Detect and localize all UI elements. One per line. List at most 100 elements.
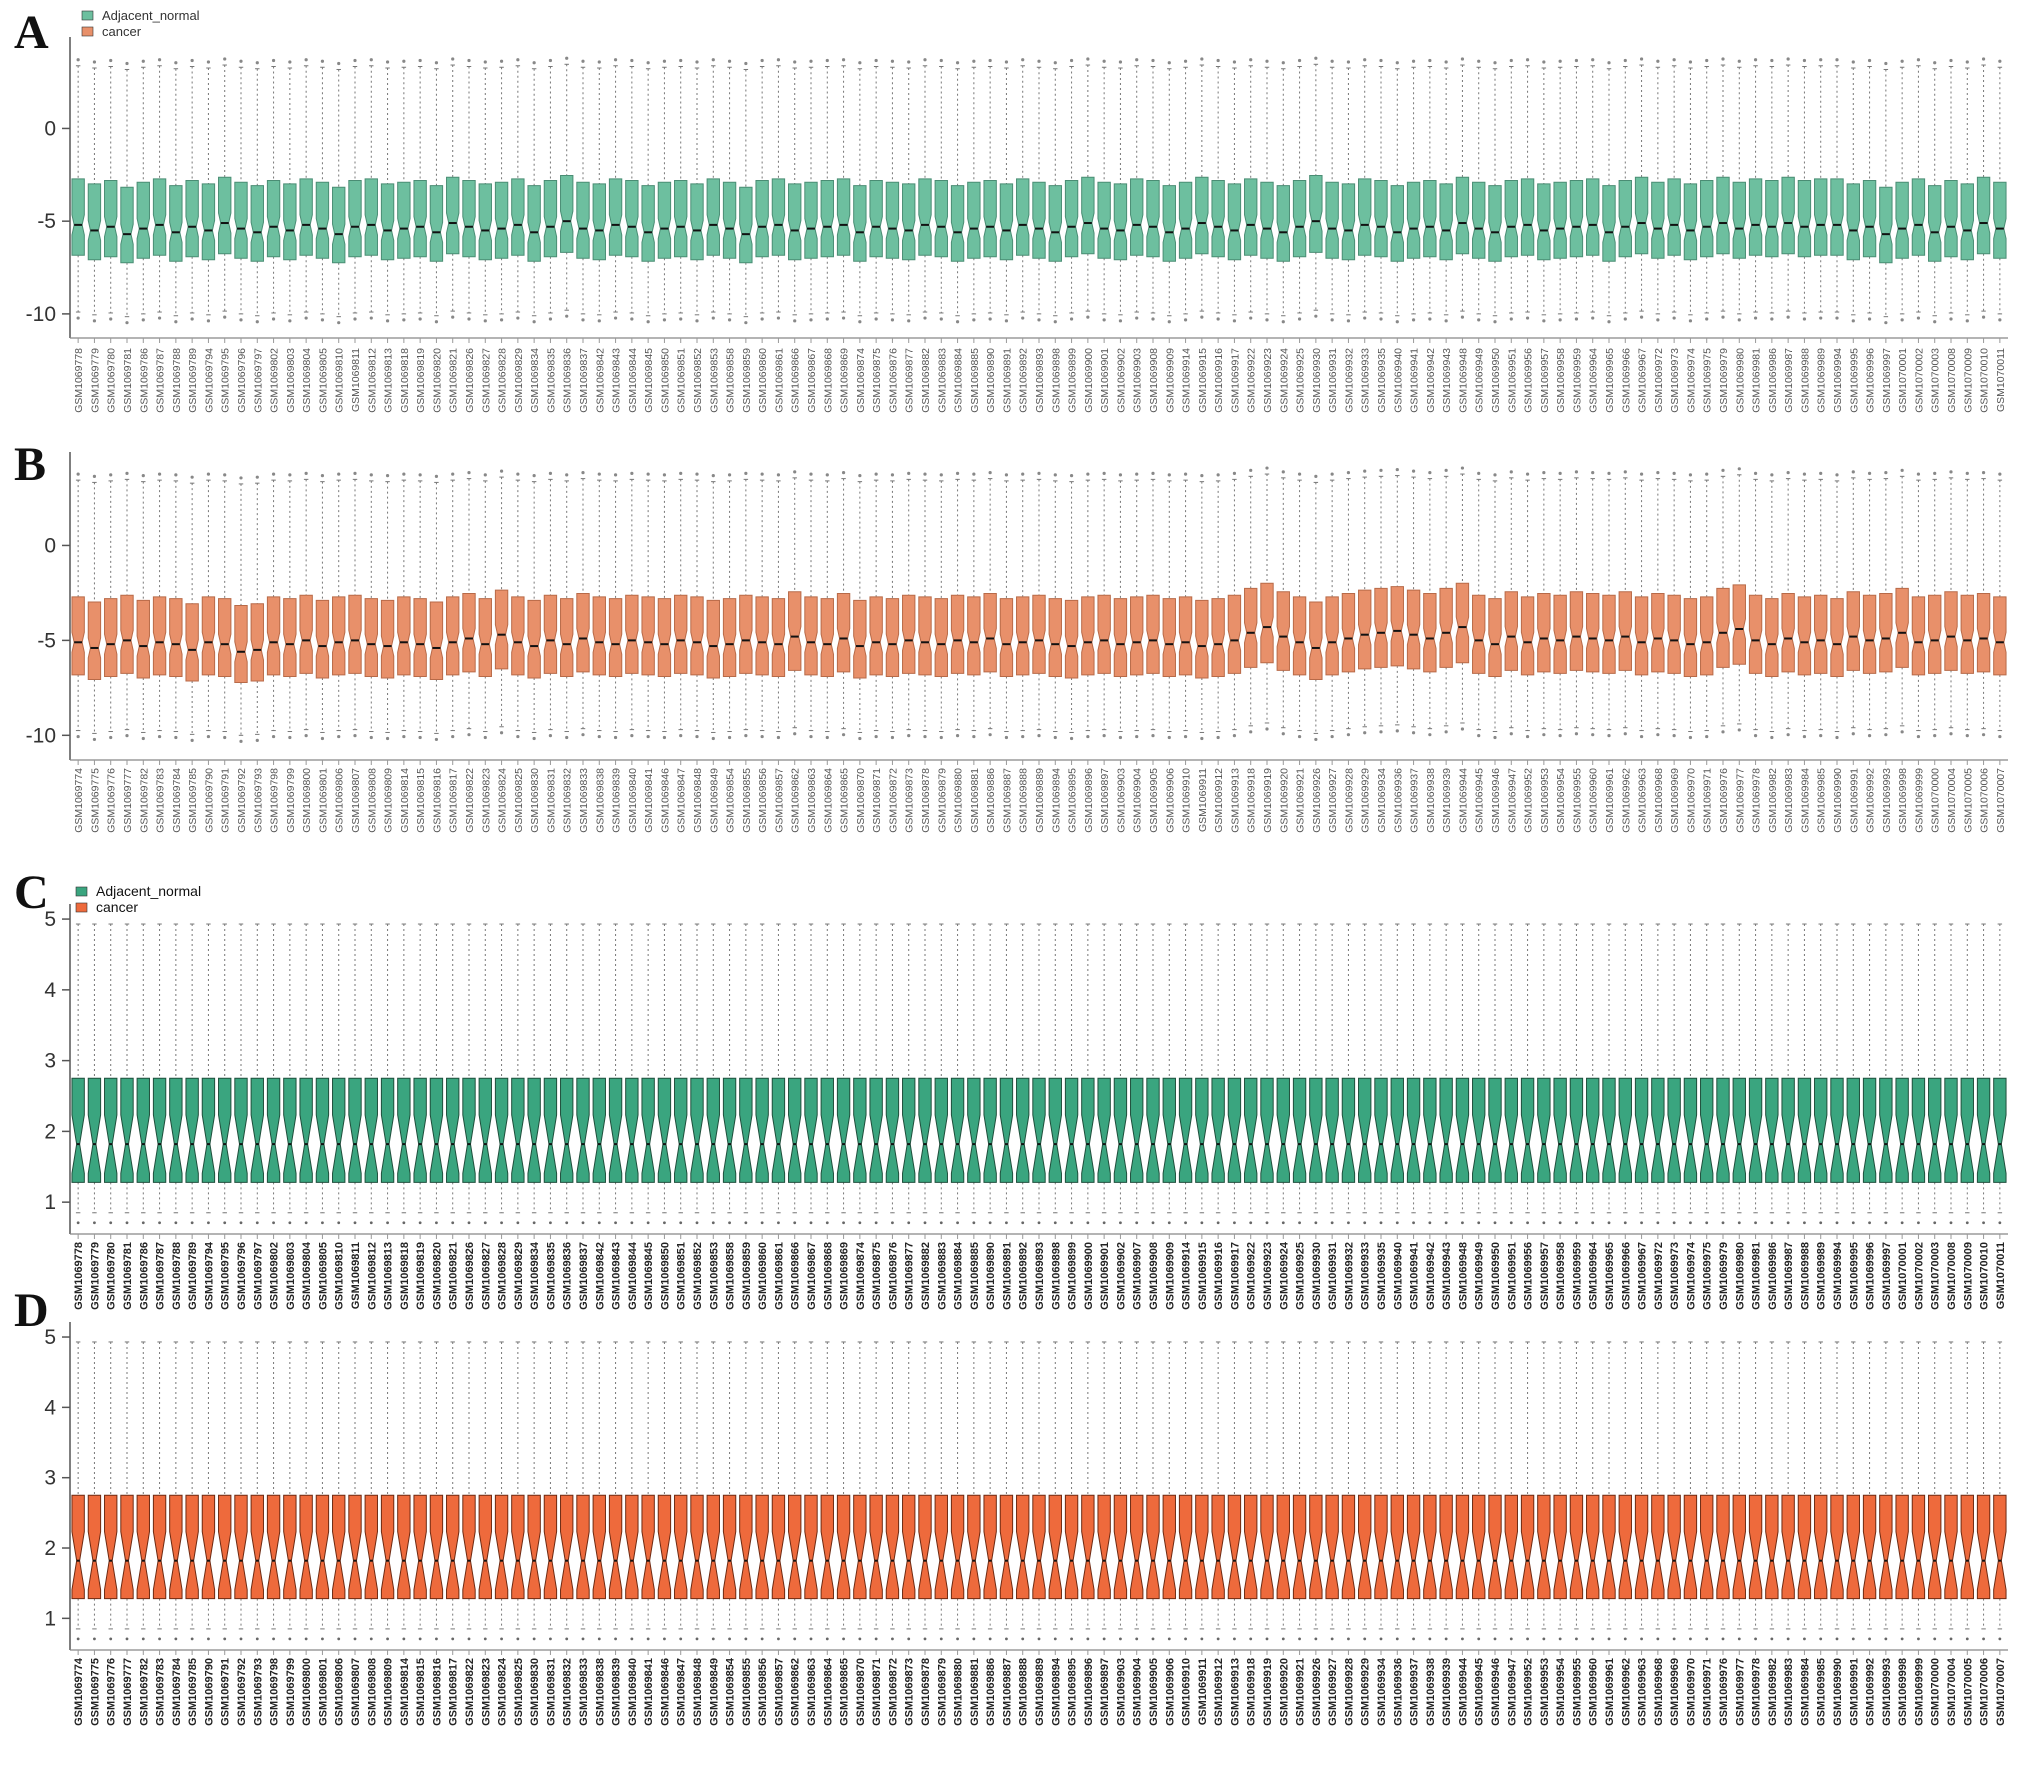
outlier-point <box>1005 1221 1008 1225</box>
box-GSM1069852: GSM1069852 <box>690 923 704 1310</box>
box-GSM1069950: GSM1069950 <box>1488 923 1502 1310</box>
outlier-point <box>695 1637 699 1641</box>
x-tick-label: GSM1069979 <box>1718 1242 1730 1310</box>
box-GSM1069937: GSM1069937 <box>1406 1341 1421 1726</box>
outlier-point <box>858 474 862 478</box>
box-body <box>136 599 150 679</box>
x-tick-label: GSM1070003 <box>1930 1242 1942 1310</box>
x-tick-label: GSM1069776 <box>106 768 118 833</box>
box-body <box>983 592 997 673</box>
x-tick-label: GSM1069825 <box>513 1658 525 1726</box>
x-tick-label: GSM1069817 <box>448 1658 460 1726</box>
outlier-point <box>239 59 243 63</box>
box-body <box>739 1077 753 1183</box>
outlier-point <box>402 734 406 739</box>
box-GSM1069883: GSM1069883 <box>934 923 948 1310</box>
box-body <box>739 594 753 674</box>
box-body <box>1390 586 1404 667</box>
x-tick-label: GSM1069927 <box>1327 768 1339 833</box>
x-tick-label: GSM1069951 <box>1506 1242 1518 1310</box>
box-body <box>1911 178 1926 256</box>
outlier-point <box>1411 318 1416 322</box>
box-GSM1070010: GSM1070010 <box>1976 57 1991 413</box>
outlier-point <box>1688 319 1693 323</box>
outlier-point <box>255 475 259 479</box>
box-GSM1069774: GSM1069774 <box>71 472 85 833</box>
x-tick-label: GSM1069898 <box>1050 1242 1062 1310</box>
box-GSM1069944: GSM1069944 <box>1455 466 1469 833</box>
box-GSM1069929: GSM1069929 <box>1358 1341 1372 1726</box>
box-body <box>1537 1494 1551 1600</box>
x-tick-label: GSM1069835 <box>545 1242 557 1310</box>
outlier-point <box>1249 730 1253 734</box>
outlier-point <box>272 1221 275 1225</box>
box-GSM1069957: GSM1069957 <box>1537 60 1551 413</box>
box-body <box>788 591 802 671</box>
box-GSM1069794: GSM1069794 <box>201 923 216 1310</box>
outlier-point <box>516 316 520 320</box>
box-body <box>413 1494 427 1600</box>
box-GSM1069938: GSM1069938 <box>1423 471 1437 833</box>
box-GSM1069799: GSM1069799 <box>283 473 297 833</box>
box-body <box>722 1494 737 1600</box>
outlier-point <box>1102 1221 1106 1225</box>
outlier-point <box>1851 60 1855 64</box>
box-body <box>722 181 737 259</box>
box-GSM1069956: GSM1069956 <box>1520 923 1535 1310</box>
box-GSM1069907: GSM1069907 <box>1130 923 1144 1310</box>
outlier-point <box>1444 468 1448 472</box>
outlier-point <box>776 58 781 62</box>
x-tick-label: GSM1069978 <box>1751 768 1763 833</box>
outlier-point <box>451 734 455 739</box>
outlier-point <box>1770 58 1774 63</box>
x-tick-label: GSM1069900 <box>1083 1242 1095 1310</box>
outlier-point <box>1200 474 1204 478</box>
box-body <box>1032 1494 1046 1600</box>
outlier-point <box>467 471 471 475</box>
box-body <box>674 1494 688 1600</box>
box-body <box>218 1494 232 1600</box>
outlier-point <box>1509 470 1513 474</box>
outlier-point <box>1591 1637 1595 1641</box>
box-body <box>266 1077 281 1183</box>
outlier-point <box>206 472 211 476</box>
outlier-point <box>435 1637 438 1641</box>
box-GSM1069805: GSM1069805 <box>315 59 329 413</box>
box-GSM1069914: GSM1069914 <box>1178 59 1193 413</box>
box-body <box>1309 601 1323 680</box>
box-GSM1069990: GSM1069990 <box>1830 1341 1844 1726</box>
outlier-point <box>93 1221 96 1225</box>
box-body <box>120 1494 134 1600</box>
y-tick-label: 5 <box>44 908 56 931</box>
box-body <box>201 1077 216 1183</box>
x-tick-label: GSM1070002 <box>1913 1242 1925 1310</box>
box-GSM1069960: GSM1069960 <box>1586 471 1600 833</box>
outlier-point <box>1102 1637 1106 1641</box>
outlier-point <box>711 58 715 62</box>
outlier-point <box>1819 316 1823 320</box>
box-GSM1069938: GSM1069938 <box>1423 1341 1437 1726</box>
x-tick-label: GSM1069786 <box>138 348 150 413</box>
box-body <box>902 1494 916 1600</box>
x-tick-label: GSM1070000 <box>1930 768 1942 833</box>
box-GSM1069998: GSM1069998 <box>1895 1341 1909 1726</box>
outlier-point <box>109 473 113 477</box>
outlier-point <box>499 318 504 322</box>
box-GSM1069925: GSM1069925 <box>1292 923 1307 1310</box>
outlier-point <box>1884 61 1888 66</box>
box-body <box>1960 594 1974 674</box>
box-body <box>1879 1077 1893 1183</box>
box-body <box>71 1077 85 1183</box>
x-tick-label: GSM1069982 <box>1767 768 1779 833</box>
box-GSM1069939: GSM1069939 <box>1439 468 1453 833</box>
outlier-point <box>125 471 129 475</box>
outlier-point <box>1786 471 1790 475</box>
outlier-point <box>1705 317 1709 321</box>
box-body <box>885 1494 900 1600</box>
outlier-point <box>1119 1221 1122 1225</box>
y-tick-label: 1 <box>44 1607 56 1630</box>
box-body <box>967 1077 981 1183</box>
box-GSM1069913: GSM1069913 <box>1227 1341 1241 1726</box>
x-tick-label: GSM1069812 <box>366 1242 378 1310</box>
box-GSM1069833: GSM1069833 <box>576 471 590 833</box>
